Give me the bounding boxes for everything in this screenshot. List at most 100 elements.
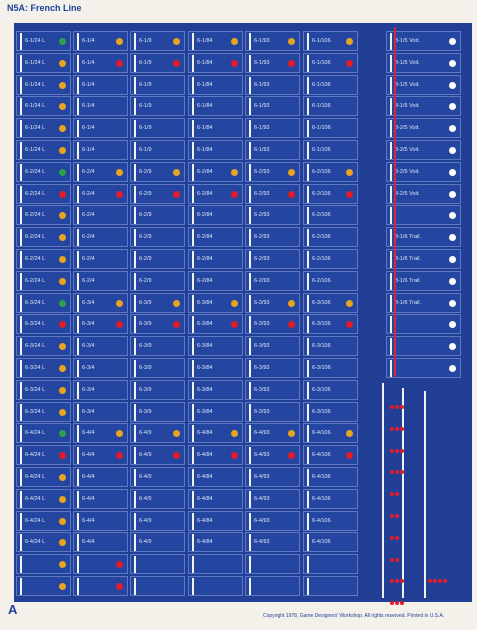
unit-counter[interactable]: 6-3/4 [73,314,128,335]
unit-counter[interactable]: 6-1/93 [245,74,300,95]
unit-counter[interactable]: 6-4/9 [130,423,185,444]
unit-counter[interactable]: 6-3/84 [188,379,243,400]
unit-counter[interactable]: 6-1/84 [188,31,243,51]
unit-counter[interactable]: 6-4/9 [130,510,185,531]
unit-counter[interactable]: 6-4/9 [130,445,185,466]
unit-counter[interactable]: 8-1/5 Voit. [386,74,461,95]
unit-counter[interactable]: 6-3/4 [73,292,128,313]
unit-counter[interactable]: 6-4/84 [188,423,243,444]
unit-counter[interactable]: 6-4/24 L [16,510,71,531]
unit-counter[interactable]: 6-4/4 [73,488,128,509]
unit-counter[interactable]: 6-3/84 [188,358,243,378]
unit-counter[interactable]: 6-1/93 [245,96,300,117]
unit-counter[interactable] [303,554,358,575]
unit-counter[interactable]: 6-1/84 [188,52,243,73]
unit-counter[interactable]: 6-4/4 [73,467,128,487]
unit-counter[interactable]: 6-4/93 [245,423,300,444]
unit-counter[interactable] [130,576,185,596]
unit-counter[interactable]: 8-2/5 Voit. [386,161,461,182]
unit-counter[interactable]: 6-1/24 L [16,74,71,95]
unit-counter[interactable]: 6-2/106 [303,249,358,269]
unit-counter[interactable]: 8-2/5 Voit. [386,183,461,204]
unit-counter[interactable]: 6-2/84 [188,183,243,204]
unit-counter[interactable]: 6-4/106 [303,532,358,553]
unit-counter[interactable]: 6-3/9 [130,401,185,422]
unit-counter[interactable]: 6-2/93 [245,183,300,204]
unit-counter[interactable]: 6-3/106 [303,292,358,313]
unit-counter[interactable]: 6-2/93 [245,227,300,248]
unit-counter[interactable]: 8-2/5 Voit. [386,140,461,160]
unit-counter[interactable]: 6-2/4 [73,205,128,226]
unit-counter[interactable]: 6-1/9 [130,31,185,51]
unit-counter[interactable]: 6-1/106 [303,52,358,73]
unit-counter[interactable]: 6-3/9 [130,358,185,378]
unit-counter[interactable]: 6-4/4 [73,445,128,466]
unit-counter[interactable]: 6-2/93 [245,249,300,269]
unit-counter[interactable]: 6-1/24 L [16,52,71,73]
unit-counter[interactable]: 6-3/84 [188,401,243,422]
unit-counter[interactable]: 6-2/24 L [16,270,71,291]
unit-counter[interactable]: 6-2/84 [188,161,243,182]
unit-counter[interactable] [303,576,358,596]
unit-counter[interactable]: 6-1/93 [245,52,300,73]
unit-counter[interactable]: 6-4/24 L [16,488,71,509]
unit-counter[interactable]: 6-4/106 [303,510,358,531]
unit-counter[interactable]: 6-2/24 L [16,161,71,182]
unit-counter[interactable]: 6-4/24 L [16,423,71,444]
unit-counter[interactable]: 6-3/4 [73,379,128,400]
unit-counter[interactable]: 6-3/84 [188,314,243,335]
unit-counter[interactable]: 6-1/84 [188,96,243,117]
unit-counter[interactable]: 6-4/24 L [16,445,71,466]
unit-counter[interactable]: 6-2/106 [303,183,358,204]
unit-counter[interactable]: 6-3/9 [130,292,185,313]
unit-counter[interactable]: 8-1/6 Trail. [386,249,461,269]
unit-counter[interactable]: 6-1/4 [73,96,128,117]
unit-counter[interactable]: 6-3/106 [303,401,358,422]
unit-counter[interactable]: 6-1/9 [130,74,185,95]
unit-counter[interactable]: 8-2/5 Voit. [386,118,461,139]
unit-counter[interactable]: 6-4/9 [130,532,185,553]
unit-counter[interactable]: 6-4/93 [245,467,300,487]
unit-counter[interactable]: 6-3/24 L [16,379,71,400]
unit-counter[interactable]: 6-4/106 [303,488,358,509]
unit-counter[interactable]: 6-3/93 [245,379,300,400]
unit-counter[interactable]: 6-1/106 [303,118,358,139]
unit-counter[interactable] [130,554,185,575]
unit-counter[interactable] [16,576,71,596]
unit-counter[interactable]: 6-1/93 [245,118,300,139]
unit-counter[interactable]: 6-4/84 [188,445,243,466]
unit-counter[interactable]: 6-3/93 [245,401,300,422]
unit-counter[interactable]: 6-2/9 [130,270,185,291]
unit-counter[interactable]: 6-2/4 [73,249,128,269]
unit-counter[interactable]: 6-1/84 [188,118,243,139]
unit-counter[interactable]: 6-1/4 [73,31,128,51]
unit-counter[interactable] [386,336,461,357]
unit-counter[interactable] [386,358,461,378]
unit-counter[interactable]: 6-4/4 [73,423,128,444]
unit-counter[interactable]: 6-1/9 [130,52,185,73]
unit-counter[interactable]: 6-1/9 [130,96,185,117]
unit-counter[interactable]: 6-4/9 [130,488,185,509]
unit-counter[interactable]: 6-4/93 [245,532,300,553]
unit-counter[interactable]: 6-3/93 [245,336,300,357]
unit-counter[interactable]: 6-4/4 [73,510,128,531]
unit-counter[interactable]: 6-2/4 [73,183,128,204]
unit-counter[interactable]: 6-3/9 [130,379,185,400]
unit-counter[interactable]: 6-3/24 L [16,292,71,313]
unit-counter[interactable]: 6-3/106 [303,314,358,335]
unit-counter[interactable]: 6-3/24 L [16,358,71,378]
unit-counter[interactable]: 6-2/24 L [16,205,71,226]
unit-counter[interactable]: 6-1/4 [73,118,128,139]
unit-counter[interactable]: 6-2/24 L [16,227,71,248]
unit-counter[interactable]: 6-1/24 L [16,31,71,51]
unit-counter[interactable]: 6-2/106 [303,227,358,248]
unit-counter[interactable]: 6-4/84 [188,488,243,509]
unit-counter[interactable]: 6-2/93 [245,270,300,291]
unit-counter[interactable] [16,554,71,575]
unit-counter[interactable]: 6-4/84 [188,510,243,531]
unit-counter[interactable]: 6-3/93 [245,358,300,378]
unit-counter[interactable]: 6-3/93 [245,292,300,313]
unit-counter[interactable]: 6-4/106 [303,423,358,444]
unit-counter[interactable]: 6-1/84 [188,140,243,160]
unit-counter[interactable]: 6-2/84 [188,205,243,226]
